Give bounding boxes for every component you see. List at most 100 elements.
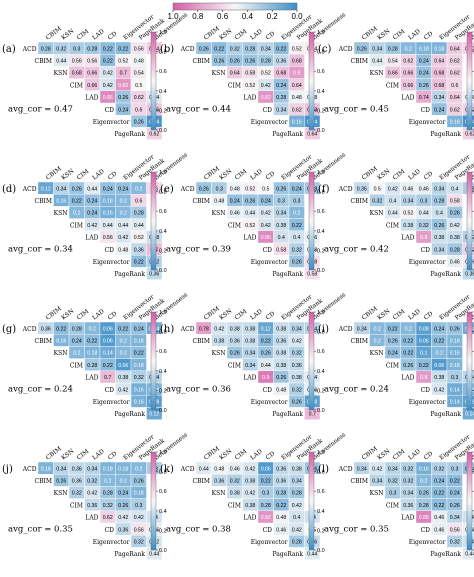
cell-value-label: 0.88 — [419, 515, 429, 521]
cell-value-label: 0.44 — [199, 466, 209, 472]
column-label: KSN — [376, 448, 391, 462]
cell-value-label: 0.18 — [134, 338, 144, 344]
cell-value-label: 0.62 — [450, 71, 460, 77]
cell-value-label: 0.64 — [434, 58, 444, 64]
row-label: PageRank — [115, 131, 146, 138]
row-label: Eigenvector — [93, 399, 130, 406]
cell-value-label: 0.3 — [451, 375, 458, 381]
cell-value-label: 0.22 — [276, 503, 286, 509]
side-colorbar-tick-label: 0.0 — [159, 408, 167, 414]
cell-value-label: 0.32 — [72, 491, 82, 497]
cell-value-label: 0.44 — [56, 58, 66, 64]
cell-value-label: 0.26 — [261, 351, 271, 357]
cell-value-label: 0.5 — [374, 186, 381, 192]
cell-value-label: 0.66 — [87, 83, 97, 89]
column-label: CIM — [76, 168, 91, 182]
cell-value-label: 0.2 — [420, 478, 427, 484]
row-label: KSN — [54, 350, 68, 357]
cell-value-label: 0.66 — [388, 71, 398, 77]
column-label: CIM — [234, 308, 249, 322]
cell-value-label: 0.36 — [292, 363, 302, 369]
cell-value-label: 0.38 — [245, 478, 255, 484]
column-label: LAD — [91, 448, 106, 462]
side-colorbar-tick-label: 1.0 — [317, 450, 325, 456]
cell-value-label: 0.26 — [357, 46, 367, 52]
side-colorbar — [150, 311, 157, 411]
cell-value-label: 0.06 — [434, 363, 444, 369]
cell-value-label: 0.44 — [245, 211, 255, 217]
cell-value-label: 0.34 — [261, 46, 271, 52]
panel-label: (j) — [2, 464, 13, 475]
side-colorbar — [308, 171, 315, 271]
cell-value-label: 0.26 — [230, 58, 240, 64]
row-label: ACD — [22, 466, 37, 473]
cell-value-label: 0.42 — [450, 223, 460, 229]
cell-value-label: 0.2 — [405, 46, 412, 52]
column-label: CD — [265, 30, 277, 41]
cell-value-label: 0.42 — [87, 491, 97, 497]
cell-value-label: 0.58 — [307, 272, 317, 278]
row-label: CBIM — [350, 478, 368, 485]
row-label: KSN — [370, 70, 384, 77]
cell-value-label: 0.2 — [374, 338, 381, 344]
column-label: LAD — [91, 308, 106, 322]
side-colorbar-tick-label: 0.0 — [159, 268, 167, 274]
row-label: LAD — [243, 95, 256, 102]
cell-value-label: 0.44 — [103, 223, 113, 229]
side-colorbar-tick-label: 0.6 — [317, 349, 325, 355]
row-label: Eigenvector — [251, 119, 288, 126]
row-label: LAD — [85, 235, 98, 242]
cell-value-label: 0.28 — [261, 503, 271, 509]
cell-value-label: 0.68 — [72, 71, 82, 77]
row-label: CBIM — [34, 58, 52, 65]
cell-value-label: 0.1 — [420, 351, 427, 357]
cell-value-label: 0.2 — [135, 466, 142, 472]
cell-value-label: 0.44 — [261, 363, 271, 369]
cell-value-label: 0.24 — [118, 186, 128, 192]
cell-value-label: 0.34 — [403, 198, 413, 204]
cell-value-label: 0.36 — [403, 503, 413, 509]
cell-value-label: 0.22 — [56, 326, 66, 332]
cell-value-label: 0.34 — [357, 466, 367, 472]
side-colorbar-tick-label: 1.0 — [159, 30, 167, 36]
cell-value-label: 0.36 — [134, 247, 144, 253]
row-label: CBIM — [192, 338, 210, 345]
cell-value-label: 0.22 — [134, 259, 144, 265]
side-colorbar-tick-label: 0.8 — [317, 50, 325, 56]
cell-value-label: 0.52 — [245, 186, 255, 192]
avg-cor-label: avg_cor = 0.47 — [8, 105, 73, 115]
avg-cor-label: avg_cor = 0.24 — [324, 385, 389, 395]
row-label: CD — [263, 107, 273, 114]
cell-value-label: 0.38 — [292, 466, 302, 472]
side-colorbar-tick-label: 0.6 — [317, 69, 325, 75]
row-label: LAD — [243, 515, 256, 522]
cell-value-label: 0.36 — [465, 272, 474, 278]
cell-value-label: 0.52 — [261, 71, 271, 77]
cell-value-label: 0.28 — [434, 198, 444, 204]
cell-value-label: 0.42 — [261, 211, 271, 217]
cell-value-label: 0.32 — [403, 466, 413, 472]
cell-value-label: 0.56 — [450, 527, 460, 533]
cell-value-label: 0.28 — [134, 211, 144, 217]
cell-value-label: 0.22 — [87, 338, 97, 344]
side-colorbar — [466, 31, 473, 131]
cell-value-label: 0.44 — [419, 211, 429, 217]
side-colorbar-tick-label: 0.2 — [317, 248, 325, 254]
cell-value-label: 0.44 — [149, 552, 159, 558]
cell-value-label: 0.62 — [465, 132, 474, 138]
cell-value-label: 0.32 — [419, 223, 429, 229]
row-label: CIM — [386, 82, 399, 89]
side-colorbar-tick-label: 0.2 — [317, 528, 325, 534]
cell-value-label: 0.32 — [388, 478, 398, 484]
cell-value-label: 0.28 — [87, 363, 97, 369]
row-label: KSN — [212, 210, 226, 217]
cell-value-label: 0.38 — [230, 326, 240, 332]
cell-value-label: 0.62 — [134, 95, 144, 101]
cell-value-label: 0.32 — [103, 503, 113, 509]
row-label: Eigenvector — [93, 539, 130, 546]
row-label: CIM — [70, 82, 83, 89]
row-label: CIM — [228, 362, 241, 369]
cell-value-label: 0.2 — [293, 211, 300, 217]
cell-value-label: 0.62 — [103, 515, 113, 521]
